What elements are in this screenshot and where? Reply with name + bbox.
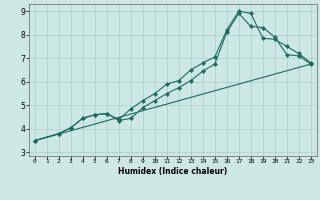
X-axis label: Humidex (Indice chaleur): Humidex (Indice chaleur) [118, 167, 228, 176]
